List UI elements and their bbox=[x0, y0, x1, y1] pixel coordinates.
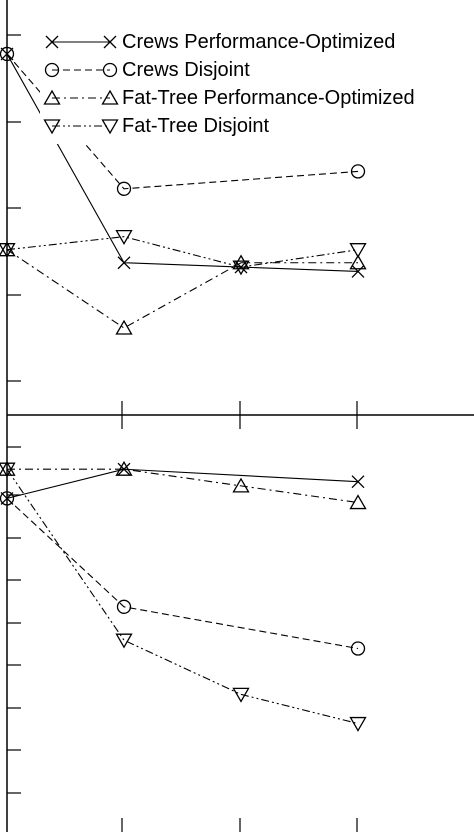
triangle-down-marker bbox=[115, 633, 133, 649]
series-triangle-down bbox=[0, 462, 367, 732]
legend-label: Crews Disjoint bbox=[122, 59, 250, 81]
series-line bbox=[6, 497, 359, 650]
circle-marker bbox=[116, 599, 132, 614]
x-marker bbox=[117, 256, 131, 270]
triangle-up-marker bbox=[232, 254, 250, 270]
series-line bbox=[6, 468, 359, 725]
triangle-down-marker bbox=[101, 119, 119, 135]
circle-marker bbox=[0, 46, 15, 62]
triangle-down-marker bbox=[0, 243, 16, 259]
triangle-up-marker bbox=[101, 89, 119, 105]
x-marker bbox=[103, 35, 117, 49]
x-marker bbox=[351, 264, 365, 278]
series-line bbox=[6, 468, 359, 499]
triangle-down-marker bbox=[115, 230, 133, 245]
triangle-down-marker bbox=[349, 243, 367, 259]
series-circle bbox=[0, 491, 366, 656]
triangle-down-marker bbox=[232, 687, 250, 703]
triangle-down-marker bbox=[0, 462, 16, 478]
triangle-up-marker bbox=[115, 319, 133, 335]
triangle-up-marker bbox=[43, 89, 61, 105]
circle-marker bbox=[102, 62, 118, 78]
series-line bbox=[6, 53, 359, 272]
legend-label: Fat-Tree Performance-Optimized bbox=[122, 87, 415, 109]
triangle-down-marker bbox=[43, 119, 61, 135]
series-triangle-up bbox=[0, 241, 367, 335]
triangle-up-marker bbox=[349, 254, 367, 270]
legend-sample bbox=[43, 89, 119, 105]
legend-sample bbox=[45, 35, 117, 49]
legend-entry: Crews Disjoint bbox=[122, 59, 250, 81]
legend-sample bbox=[44, 62, 118, 78]
legend-entry: Fat-Tree Performance-Optimized bbox=[122, 87, 415, 109]
triangle-down-marker bbox=[232, 260, 250, 276]
series-triangle-down bbox=[0, 230, 367, 276]
legend-label: Fat-Tree Disjoint bbox=[122, 115, 270, 137]
triangle-down-marker bbox=[349, 716, 367, 732]
x-marker bbox=[45, 35, 59, 49]
legend: Crews Performance-Optimized Crews Disjoi… bbox=[40, 22, 460, 144]
legend-sample bbox=[43, 119, 119, 135]
triangle-up-marker bbox=[115, 460, 133, 476]
triangle-up-marker bbox=[349, 494, 367, 510]
circle-marker bbox=[350, 164, 366, 179]
series-line bbox=[6, 249, 358, 329]
circle-marker bbox=[350, 641, 366, 656]
series-line bbox=[7, 468, 359, 504]
circle-marker bbox=[116, 181, 132, 196]
triangle-up-marker bbox=[232, 477, 250, 493]
series-triangle-up bbox=[0, 460, 367, 510]
x-marker bbox=[351, 475, 365, 489]
circle-marker bbox=[0, 491, 15, 506]
legend-label: Crews Performance-Optimized bbox=[122, 31, 395, 53]
x-marker bbox=[117, 462, 131, 476]
series-line bbox=[6, 236, 359, 268]
legend-entry: Fat-Tree Disjoint bbox=[122, 115, 270, 137]
series-layer bbox=[0, 46, 367, 732]
axes bbox=[6, 0, 474, 832]
circle-marker bbox=[44, 62, 60, 78]
legend-entry: Crews Performance-Optimized bbox=[122, 31, 395, 53]
